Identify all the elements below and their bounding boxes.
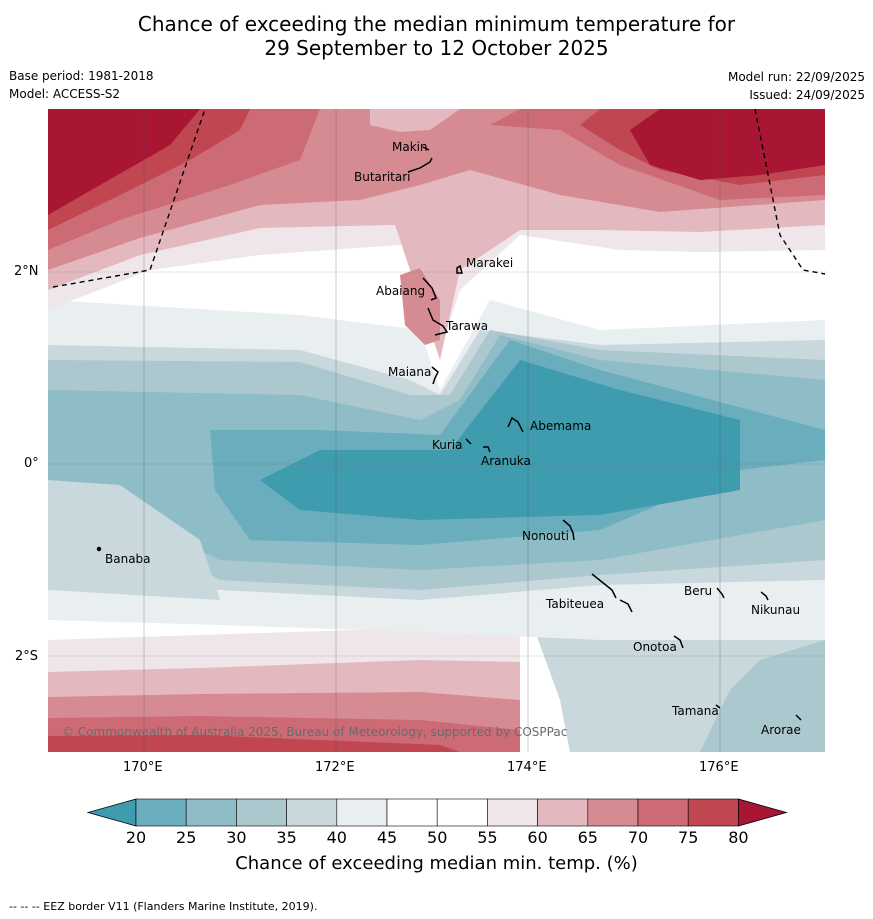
- abaiang-outline: [422, 277, 437, 301]
- colorbar-tick-label: 60: [527, 828, 548, 847]
- band-above-80-nw: [48, 109, 200, 215]
- label-tarawa: Tarawa: [445, 319, 488, 333]
- band-60-makin: [370, 109, 460, 132]
- band-below-20: [260, 360, 740, 520]
- makin-outline: [422, 146, 430, 151]
- label-abemama: Abemama: [530, 419, 591, 433]
- copyright-notice: © Commonwealth of Australia 2025, Bureau…: [62, 725, 567, 739]
- colorbar-extend-high: [738, 798, 788, 827]
- colorbar-segment: [587, 798, 639, 827]
- colorbar-tick-label: 55: [477, 828, 498, 847]
- abemama-outline: [507, 416, 524, 433]
- maiana-outline: [431, 366, 439, 385]
- island-outlines: [96, 146, 802, 721]
- lon-label-170e: 170°E: [123, 760, 163, 775]
- colorbar-tick-label: 45: [376, 828, 398, 847]
- label-kuria: Kuria: [432, 438, 463, 452]
- map-title: Chance of exceeding the median minimum t…: [0, 12, 873, 60]
- nonouti-outline: [562, 519, 575, 541]
- colorbar-tick-label: 40: [326, 828, 347, 847]
- colorbar-segment: [185, 798, 237, 827]
- colorbar-title: Chance of exceeding median min. temp. (%…: [235, 853, 638, 874]
- label-nonouti: Nonouti: [522, 529, 569, 543]
- label-maiana: Maiana: [388, 365, 431, 379]
- model-name: Model: ACCESS-S2: [9, 87, 121, 101]
- colorbar-tick-label: 75: [678, 828, 699, 847]
- tamana-outline: [715, 704, 721, 709]
- band-30-se: [700, 640, 825, 752]
- band-75-south: [48, 735, 460, 752]
- beru-outline: [716, 587, 725, 599]
- colorbar-segment: [436, 798, 488, 827]
- colorbar-tick-label: 70: [627, 828, 649, 847]
- colorbar-segment: [687, 798, 739, 827]
- lon-label-176e: 176°E: [699, 760, 739, 775]
- colorbar-tick-label: 25: [176, 828, 197, 847]
- colorbar-segment: [286, 798, 338, 827]
- lon-label-172e: 172°E: [315, 760, 355, 775]
- arorae-outline: [795, 714, 802, 721]
- band-65-tarawa: [400, 268, 440, 345]
- lat-label-2n: 2°N: [14, 264, 39, 279]
- colorbar-segment: [236, 798, 287, 827]
- lon-label-174e: 174°E: [507, 760, 547, 775]
- colorbar-tick-label: 20: [125, 828, 147, 847]
- gridlines: [48, 109, 825, 752]
- label-abaiang: Abaiang: [376, 284, 425, 298]
- colorbar-extend-low: [86, 798, 137, 827]
- colorbar-tick-label: 65: [577, 828, 598, 847]
- band-40-south: [48, 580, 825, 640]
- probability-contours: [48, 109, 825, 752]
- tarawa-outline: [427, 307, 449, 336]
- colorbar-tick-label: 35: [276, 828, 297, 847]
- base-period: Base period: 1981-2018: [9, 69, 154, 83]
- onotoa-outline: [673, 635, 684, 649]
- label-marakei: Marakei: [466, 256, 513, 270]
- banaba-outline: [96, 546, 102, 552]
- label-onotoa: Onotoa: [633, 640, 677, 654]
- colorbar-segment: [637, 798, 689, 827]
- label-beru: Beru: [684, 584, 712, 598]
- band-above-80-ne: [630, 109, 825, 180]
- colorbar-segment: [386, 798, 438, 827]
- colorbar-tick-label: 30: [226, 828, 247, 847]
- tabiteuea-outline: [591, 573, 633, 613]
- colorbar-segment: [135, 798, 187, 827]
- colorbar: [86, 798, 788, 827]
- label-aranuka: Aranuka: [481, 454, 531, 468]
- title-line-2: 29 September to 12 October 2025: [264, 36, 609, 60]
- label-nikunau: Nikunau: [751, 603, 800, 617]
- title-line-1: Chance of exceeding the median minimum t…: [137, 12, 736, 36]
- eez-border: [52, 108, 826, 288]
- colorbar-tick-label: 80: [728, 828, 749, 847]
- nikunau-outline: [760, 591, 769, 601]
- label-butaritari: Butaritari: [354, 170, 411, 184]
- issued-date: Issued: 24/09/2025: [749, 88, 865, 102]
- model-run: Model run: 22/09/2025: [727, 70, 865, 84]
- label-tamana: Tamana: [671, 704, 719, 718]
- band-35-banaba: [48, 480, 220, 600]
- butaritari-outline: [407, 157, 433, 173]
- label-arorae: Arorae: [761, 723, 801, 737]
- kuria-outline: [465, 438, 472, 445]
- eez-footnote: -- -- -- EEZ border V11 (Flanders Marine…: [9, 900, 318, 913]
- island-labels: Makin Butaritari Marakei Abaiang Tarawa …: [105, 140, 801, 737]
- colorbar-segment: [487, 798, 538, 827]
- colorbar-segment: [336, 798, 388, 827]
- marakei-outline: [456, 264, 463, 274]
- label-tabiteuea: Tabiteuea: [545, 597, 604, 611]
- aranuka-outline: [483, 446, 491, 453]
- lat-label-0: 0°: [24, 456, 39, 471]
- colorbar-segment: [537, 798, 589, 827]
- label-banaba: Banaba: [105, 552, 151, 566]
- colorbar-tick-label: 50: [427, 828, 448, 847]
- label-makin: Makin: [392, 140, 428, 154]
- lat-label-2s: 2°S: [15, 649, 39, 664]
